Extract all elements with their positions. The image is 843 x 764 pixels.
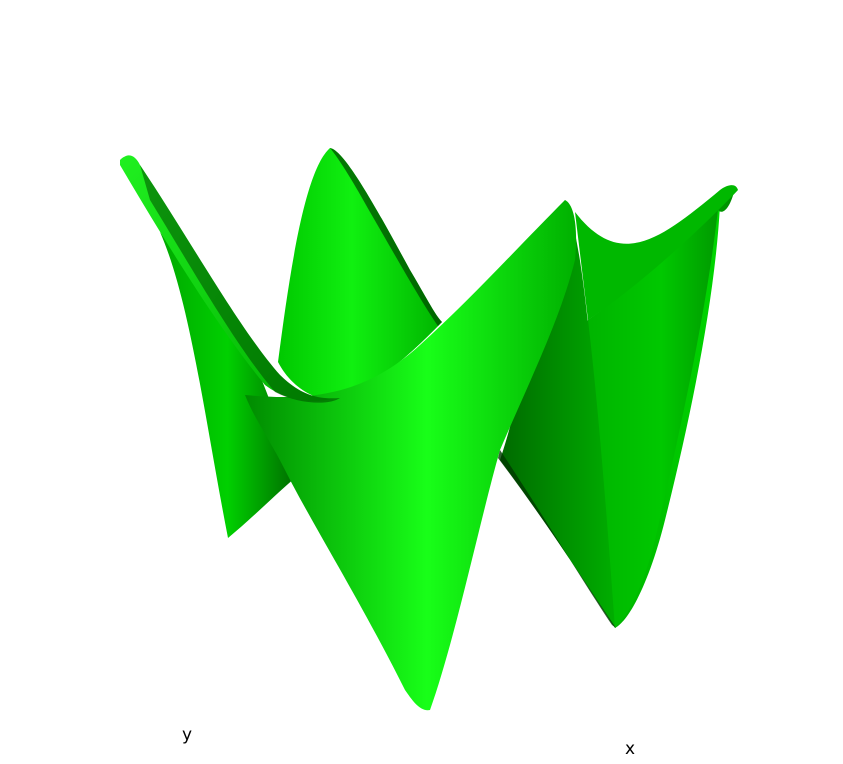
surface-top-ridge	[120, 155, 335, 402]
surface-peak-edge	[330, 148, 442, 326]
surface-valley-edge	[498, 450, 616, 628]
surface-right-ridge	[575, 185, 738, 320]
surface-front-valley	[245, 200, 577, 711]
surface-back-peak	[278, 148, 442, 400]
surface-right-wing	[588, 188, 735, 628]
x-axis-label: x	[625, 739, 636, 759]
surface-left-fold	[160, 232, 295, 538]
y-axis-label: y	[182, 725, 193, 745]
